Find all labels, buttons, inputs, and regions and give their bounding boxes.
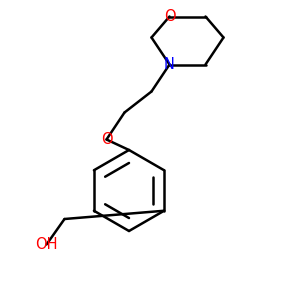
Text: O: O [101,132,112,147]
Text: OH: OH [35,237,58,252]
Text: N: N [164,57,175,72]
Text: O: O [164,9,175,24]
